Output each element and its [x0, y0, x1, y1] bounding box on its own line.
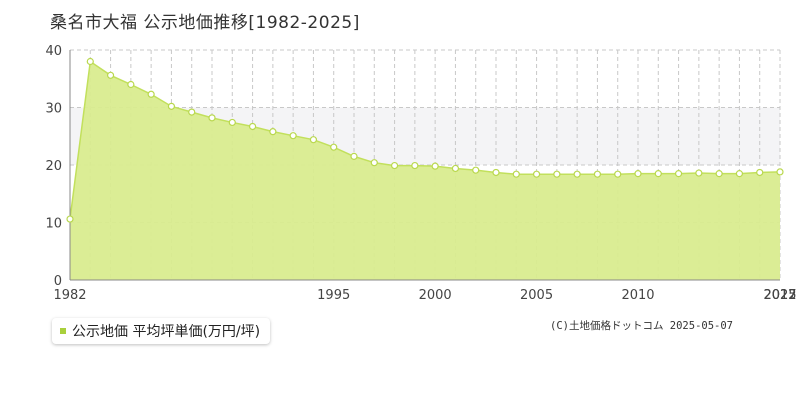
x-tick-label: 1995 [317, 288, 350, 303]
legend-label: 公示地価 平均坪単価(万円/坪) [72, 324, 261, 340]
data-point [208, 114, 216, 122]
y-tick-labels: 0 10 20 30 40 [45, 44, 62, 289]
data-point [370, 159, 378, 167]
data-point [614, 170, 622, 178]
data-point [674, 170, 683, 178]
chart-title: 桑名市大福 公示地価推移[1982-2025] [50, 13, 360, 33]
data-point [756, 168, 764, 177]
data-point [431, 162, 439, 170]
axes [69, 50, 780, 281]
data-point [553, 170, 561, 178]
data-point [654, 170, 662, 178]
data-point [532, 170, 541, 178]
x-tick-label: 2010 [621, 288, 654, 303]
x-tick-label: 2025 [763, 288, 796, 303]
data-point [248, 122, 257, 131]
data-point [695, 169, 703, 177]
data-point [472, 166, 480, 174]
x-tick-label: 2017 [763, 288, 796, 303]
data-point [167, 102, 176, 110]
data-point [127, 80, 135, 89]
legend: 公示地価 平均坪単価(万円/坪) [52, 318, 271, 344]
x-tick-label: 2000 [419, 288, 452, 303]
y-tick-label: 20 [45, 159, 62, 174]
data-point [573, 170, 581, 178]
y-tick-label: 40 [45, 44, 62, 59]
data-point [390, 161, 399, 170]
data-point [735, 170, 744, 178]
data-point [451, 164, 460, 173]
data-point [86, 57, 94, 66]
data-point [411, 161, 419, 170]
data-point [188, 108, 196, 116]
data-point [776, 168, 784, 176]
data-point [330, 143, 338, 151]
area-series [69, 60, 781, 280]
credit-text: (C)土地価格ドットコム 2025-05-07 [550, 320, 734, 332]
data-point [715, 170, 723, 178]
data-point [66, 215, 74, 223]
y-tick-label: 0 [54, 274, 62, 289]
data-point [492, 168, 500, 177]
y-tick-label: 10 [45, 217, 62, 232]
x-tick-label: 1982 [53, 288, 86, 303]
x-tick-label: 2005 [520, 288, 553, 303]
data-points [66, 57, 784, 223]
data-point [106, 71, 115, 79]
data-point [228, 118, 236, 127]
data-point [350, 152, 358, 160]
data-point [147, 90, 155, 98]
x-tick-label: 2022 [763, 288, 796, 303]
data-point [512, 170, 520, 178]
data-point [309, 136, 318, 144]
data-point [593, 170, 602, 178]
data-point [269, 128, 277, 136]
area-fill [70, 61, 780, 280]
data-point [634, 170, 642, 178]
y-tick-label: 30 [45, 102, 62, 117]
legend-swatch [60, 328, 66, 334]
data-point [289, 132, 297, 140]
